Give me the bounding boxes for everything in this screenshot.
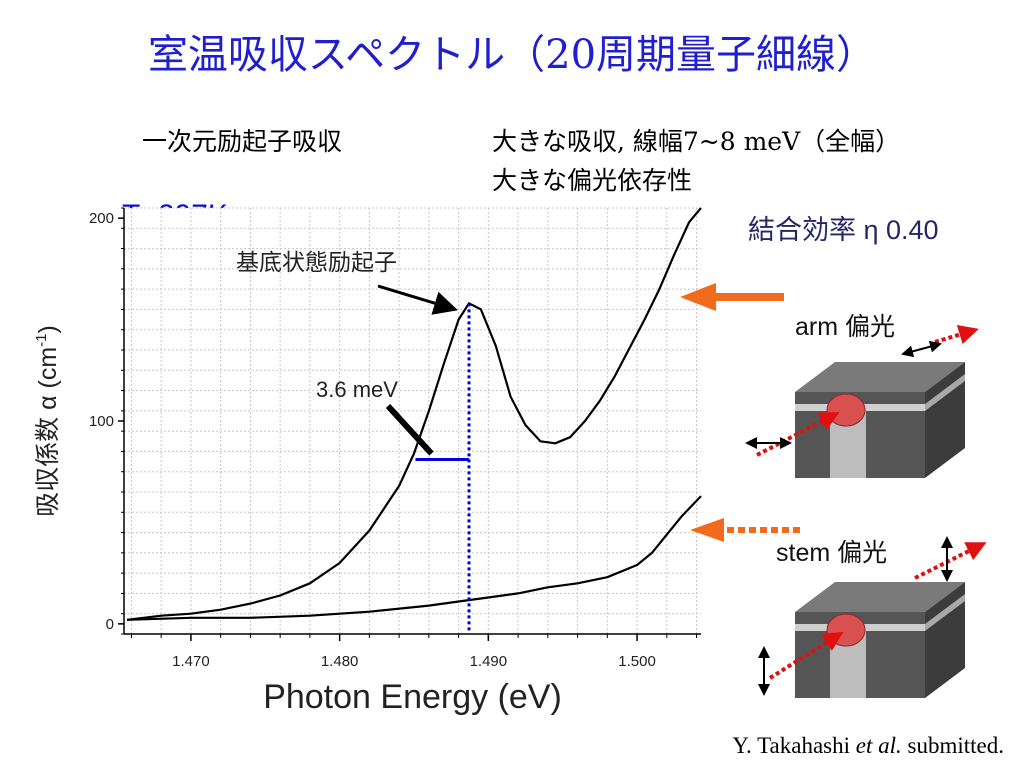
x-tick-label: 1.480 [321,653,359,670]
y-tick-label: 100 [89,413,114,430]
plot-background [124,208,701,634]
y-axis-title-close: ) [34,325,62,333]
stem-polarization-diagram [758,536,987,698]
citation-authors: Y. Takahashi [732,733,856,758]
slide-title: 室温吸収スペクトル（20周期量子細線） [147,32,877,78]
y-tick-label: 200 [89,210,114,227]
right-note-line1: 大きな吸収, 線幅7~8 meV（全幅） [492,127,901,156]
right-note-line2: 大きな偏光依存性 [492,166,693,195]
stem-spectrum-line [126,495,702,621]
stem-pointer-arrow [690,518,800,542]
citation-status: submitted. [901,733,1004,758]
x-tick-label: 1.490 [470,653,508,670]
arm-pointer-arrow [680,283,784,311]
peak-pointer-arrow [377,284,458,315]
x-tick-label: 1.470 [172,653,210,670]
y-axis-title-superscript: -1 [33,333,50,346]
y-tick-label: 0 [106,616,114,633]
arm-spectrum-line [126,207,702,621]
peak-label: 基底状態励起子 [236,249,397,275]
y-axis-title: 吸収係数 α (cm-1) [33,325,62,517]
x-axis-title: Photon Energy (eV) [263,678,562,716]
citation-etal: et al. [855,733,902,758]
arm-polarization-diagram [745,325,979,478]
plot-area: 0 100 200 1.470 1.480 1.490 1.500 Photon Energy… [33,207,702,716]
citation: Y. Takahashi et al. submitted. [732,733,1004,759]
halfwidth-pointer [385,403,434,456]
halfwidth-label: 3.6 meV [316,377,398,402]
coupling-efficiency: 結合効率 η 0.40 [748,215,939,245]
x-tick-label: 1.500 [618,653,656,670]
y-axis-title-main: 吸収係数 α (cm [34,347,62,517]
arm-label: arm 偏光 [795,313,895,341]
stem-label: stem 偏光 [776,539,887,567]
left-note: 一次元励起子吸収 [142,127,343,156]
